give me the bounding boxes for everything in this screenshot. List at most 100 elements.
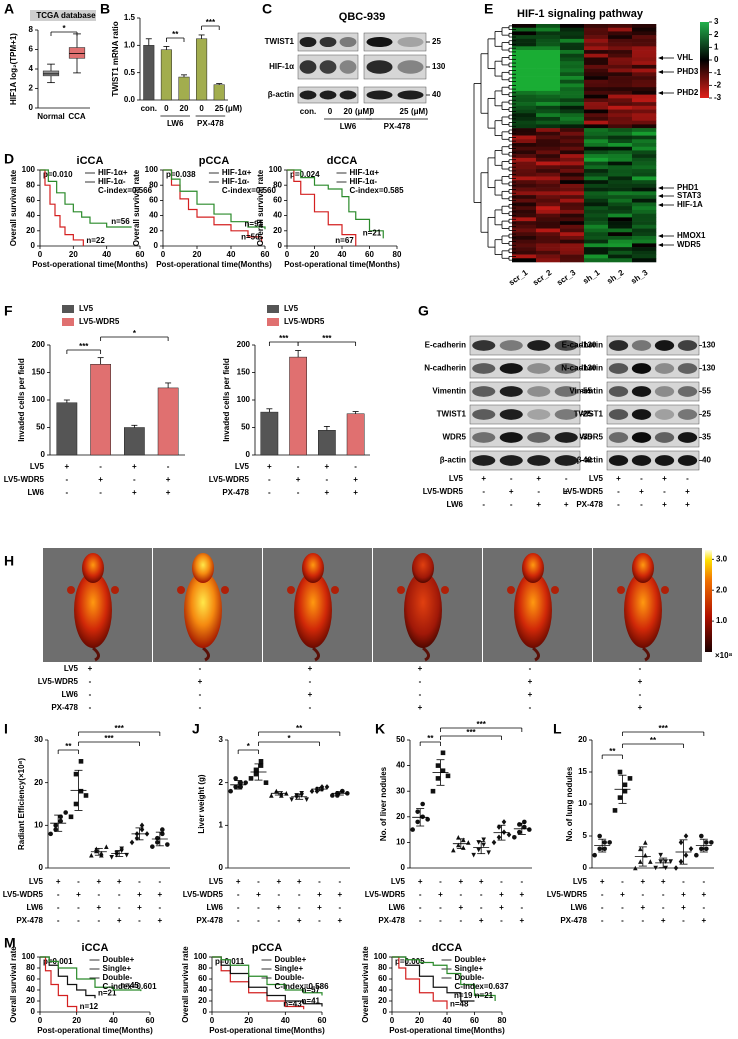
heatmap-cell [536, 150, 561, 155]
heatmap-cell [584, 68, 609, 73]
heatmap-cell [632, 98, 657, 103]
heatmap-cell [584, 154, 609, 159]
survival-curve [212, 956, 305, 1010]
y-axis-label: Invaded cells per field [222, 358, 231, 442]
heatmap-cell [632, 64, 657, 69]
chart-title: TCGA database [36, 11, 96, 20]
lane-label: con. [300, 107, 316, 116]
heatmap-cell [560, 42, 585, 47]
blot-band [608, 386, 629, 397]
blot-band [319, 36, 337, 48]
data-point [501, 819, 507, 825]
heatmap-cell [584, 42, 609, 47]
heatmap-cell [536, 68, 561, 73]
blot-band [654, 386, 675, 397]
heatmap-cell [512, 120, 537, 125]
data-point [258, 759, 264, 764]
data-point [238, 784, 243, 790]
y-axis-label: No. of lung nodules [565, 766, 574, 841]
blot-label: WDR5 [579, 433, 603, 442]
heatmap-cell [608, 79, 633, 84]
x-tick-label: 60 [146, 1016, 155, 1025]
legend-label: LV5 [284, 304, 299, 313]
condition-sign: - [686, 474, 689, 483]
mouse-tail [422, 646, 430, 662]
condition-label: LV5 [589, 474, 604, 483]
heatmap-cell [536, 31, 561, 36]
x-tick-label: 60 [136, 250, 145, 259]
blot-title: QBC-939 [339, 11, 385, 23]
condition-sign: - [621, 877, 624, 886]
mw-label: 130 [432, 62, 446, 71]
y-tick-label: 2 [219, 778, 224, 787]
data-point [78, 788, 84, 794]
condition-sign: - [640, 500, 643, 509]
condition-label: PX-478 [196, 916, 223, 925]
panel-letter: F [4, 303, 13, 319]
heatmap-cell [560, 31, 585, 36]
heatmap-cell [560, 161, 585, 166]
heatmap-cell [584, 180, 609, 185]
data-point [165, 842, 170, 847]
lane-label: 20 [344, 107, 353, 116]
condition-sign: - [77, 877, 80, 886]
heatmap-cell [632, 124, 657, 129]
heatmap-cell [608, 76, 633, 81]
heatmap-cell [560, 195, 585, 200]
condition-label: LV5-WDR5 [563, 487, 604, 496]
x-tick-label: 40 [443, 1016, 452, 1025]
heatmap-cell [632, 143, 657, 148]
significance: * [287, 734, 291, 743]
heatmap-cell [632, 213, 657, 218]
heatmap-cell [608, 202, 633, 207]
heatmap-cell [536, 109, 561, 114]
heatmap-cell [512, 72, 537, 77]
heatmap-cell [512, 50, 537, 55]
c-index: C-index=0.566 [98, 186, 153, 195]
blot-band [527, 340, 551, 351]
heatmap-cell [560, 50, 585, 55]
heatmap-cell [536, 146, 561, 151]
heatmap-cell [632, 57, 657, 62]
heatmap-cell [608, 146, 633, 151]
heatmap-cell [512, 206, 537, 211]
heatmap-cell [560, 79, 585, 84]
data-point [592, 852, 597, 858]
data-point [114, 852, 119, 858]
heatmap-cell [584, 76, 609, 81]
data-point [617, 769, 623, 775]
survival-curve [40, 169, 84, 246]
heatmap-cell [536, 195, 561, 200]
heatmap-cell [536, 183, 561, 188]
mw-label: 40 [583, 456, 592, 465]
heatmap-cell [512, 35, 537, 40]
box [68, 47, 86, 59]
heatmap-cell [512, 98, 537, 103]
heatmap-cell [560, 243, 585, 248]
heatmap-cell [632, 135, 657, 140]
blot-band [472, 340, 496, 351]
color-scale [705, 550, 712, 652]
y-tick-label: 60 [26, 974, 35, 983]
legend-label: LV5-WDR5 [79, 317, 120, 326]
condition-sign: + [65, 462, 70, 471]
heatmap-cell [560, 53, 585, 58]
data-point [410, 827, 415, 832]
heatmap-cell [584, 24, 609, 29]
heatmap-cell [536, 228, 561, 233]
legend-label: Single+ [455, 964, 484, 973]
heatmap-cell [584, 35, 609, 40]
significance: *** [466, 728, 476, 737]
data-point [622, 788, 628, 794]
y-tick-label: 40 [378, 985, 387, 994]
condition-sign: - [617, 500, 620, 509]
blot-band [299, 36, 317, 48]
mouse-head [82, 553, 104, 583]
condition-sign: - [621, 916, 624, 925]
condition-sign: - [529, 703, 532, 712]
heatmap-cell [560, 169, 585, 174]
heatmap-cell [632, 183, 657, 188]
n-label: n=48 [450, 999, 469, 1008]
blot-band [339, 36, 357, 48]
heatmap-cell [608, 35, 633, 40]
